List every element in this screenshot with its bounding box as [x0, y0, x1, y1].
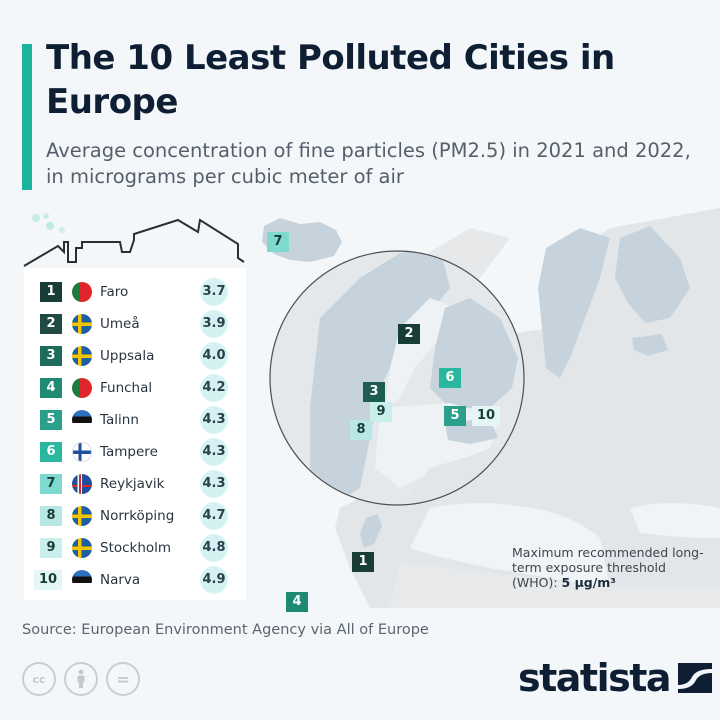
map-marker-1[interactable]: 1	[352, 552, 374, 572]
by-person-icon[interactable]	[64, 662, 98, 696]
rank-badge: 6	[40, 442, 62, 462]
threshold-value: 5 µg/m³	[561, 575, 616, 590]
page-subtitle: Average concentration of fine particles …	[46, 139, 691, 188]
map-marker-10[interactable]: 10	[472, 406, 500, 426]
city-name: Narva	[100, 572, 141, 588]
city-name: Funchal	[100, 380, 153, 396]
sweden-flag-icon	[72, 346, 92, 366]
table-row: 8 Norrköping 4.7	[24, 500, 246, 532]
portugal-flag-icon	[72, 282, 92, 302]
portugal-flag-icon	[72, 378, 92, 398]
statista-logo[interactable]: statista	[518, 656, 713, 700]
sweden-flag-icon	[72, 314, 92, 334]
table-row: 3 Uppsala 4.0	[24, 340, 246, 372]
rank-badge: 1	[40, 282, 62, 302]
map-shapes	[262, 208, 720, 608]
pm25-value: 3.7	[200, 278, 228, 306]
pm25-value: 4.3	[200, 438, 228, 466]
table-row: 2 Umeå 3.9	[24, 308, 246, 340]
pm25-value: 4.0	[200, 342, 228, 370]
map-marker-2[interactable]: 2	[398, 324, 420, 344]
city-name: Talinn	[100, 412, 139, 428]
city-name: Tampere	[100, 444, 158, 460]
skyline-decoration	[23, 213, 245, 267]
rank-badge: 7	[40, 474, 62, 494]
table-row: 4 Funchal 4.2	[24, 372, 246, 404]
pm25-value: 4.8	[200, 534, 228, 562]
page-title: The 10 Least Polluted Cities in Europe	[46, 38, 615, 122]
logo-text: statista	[518, 656, 672, 700]
city-name: Stockholm	[100, 540, 172, 556]
estonia-flag-icon	[72, 570, 92, 590]
table-row: 9 Stockholm 4.8	[24, 532, 246, 564]
sweden-flag-icon	[72, 538, 92, 558]
pm25-value: 4.2	[200, 374, 228, 402]
nd-equals-icon[interactable]: =	[106, 662, 140, 696]
table-row: 6 Tampere 4.3	[24, 436, 246, 468]
cc-icon[interactable]: cc	[22, 662, 56, 696]
city-name: Faro	[100, 284, 129, 300]
license-icons: cc =	[22, 662, 140, 696]
rank-badge: 9	[40, 538, 62, 558]
pm25-value: 4.9	[200, 566, 228, 594]
map-marker-8[interactable]: 8	[350, 420, 372, 440]
who-threshold-note: Maximum recommended long-term exposure t…	[512, 545, 712, 590]
table-row: 1 Faro 3.7	[24, 276, 246, 308]
rank-badge: 3	[40, 346, 62, 366]
city-name: Reykjavik	[100, 476, 165, 492]
map-marker-3[interactable]: 3	[363, 382, 385, 402]
pm25-value: 3.9	[200, 310, 228, 338]
pm25-value: 4.3	[200, 406, 228, 434]
finland-flag-icon	[72, 442, 92, 462]
map-marker-5[interactable]: 5	[444, 406, 466, 426]
iceland-flag-icon	[72, 474, 92, 494]
city-name: Norrköping	[100, 508, 175, 524]
map-marker-6[interactable]: 6	[439, 368, 461, 388]
rank-badge: 2	[40, 314, 62, 334]
pm25-value: 4.7	[200, 502, 228, 530]
rank-badge: 8	[40, 506, 62, 526]
sweden-flag-icon	[72, 506, 92, 526]
city-name: Uppsala	[100, 348, 155, 364]
rank-badge: 5	[40, 410, 62, 430]
map-marker-9[interactable]: 9	[370, 402, 392, 422]
table-row: 7 Reykjavik 4.3	[24, 468, 246, 500]
city-name: Umeå	[100, 316, 140, 332]
title-accent-bar	[22, 44, 32, 190]
europe-map: 1 2 3 4 5 6 7 8 9 10	[250, 208, 720, 612]
pm25-value: 4.3	[200, 470, 228, 498]
statista-logo-icon	[678, 663, 713, 693]
ranking-table: 1 Faro 3.7 2 Umeå 3.9 3 Uppsala 4.0 4 Fu…	[24, 268, 246, 600]
table-row: 10 Narva 4.9	[24, 564, 246, 596]
threshold-text: Maximum recommended long-term exposure t…	[512, 545, 704, 590]
rank-badge: 10	[34, 570, 62, 590]
rank-badge: 4	[40, 378, 62, 398]
estonia-flag-icon	[72, 410, 92, 430]
map-marker-4[interactable]: 4	[286, 592, 308, 612]
source-note: Source: European Environment Agency via …	[22, 622, 429, 638]
table-row: 5 Talinn 4.3	[24, 404, 246, 436]
map-marker-7[interactable]: 7	[267, 232, 289, 252]
